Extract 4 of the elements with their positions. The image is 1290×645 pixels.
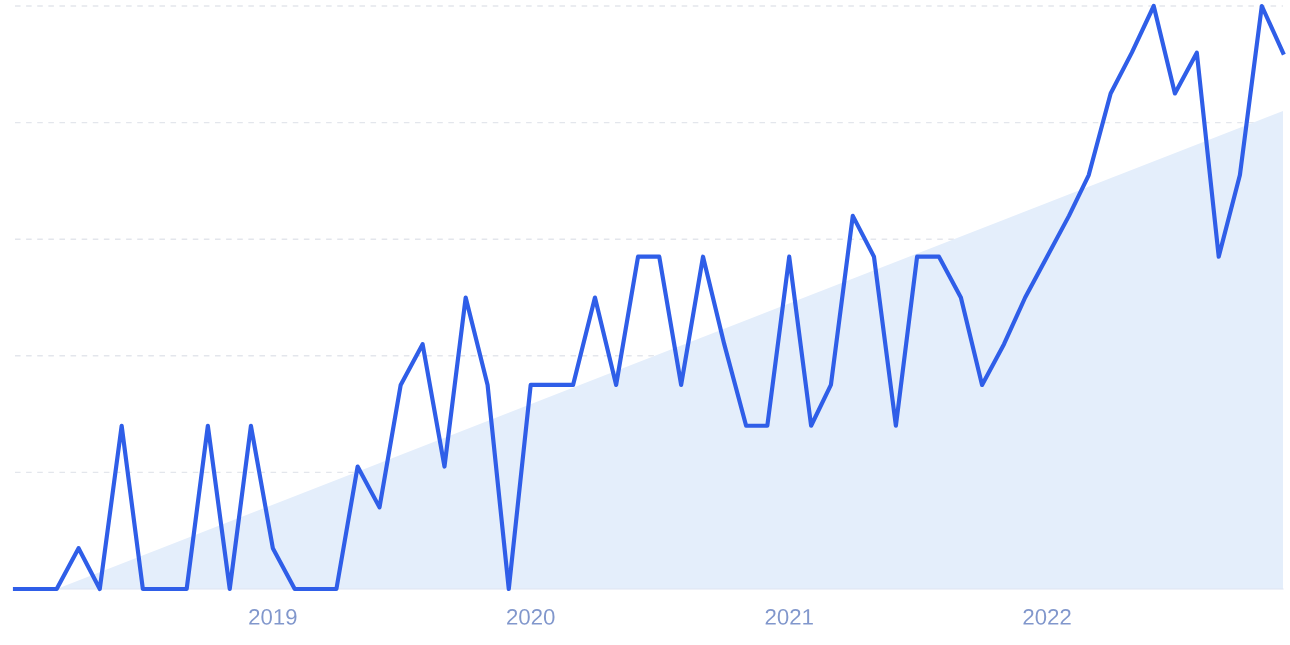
x-tick-label: 2021	[765, 609, 813, 625]
x-tick-label: 2020	[507, 609, 555, 625]
x-tick-label: 2022	[1023, 609, 1071, 625]
x-tick-label: 2019	[249, 609, 297, 625]
